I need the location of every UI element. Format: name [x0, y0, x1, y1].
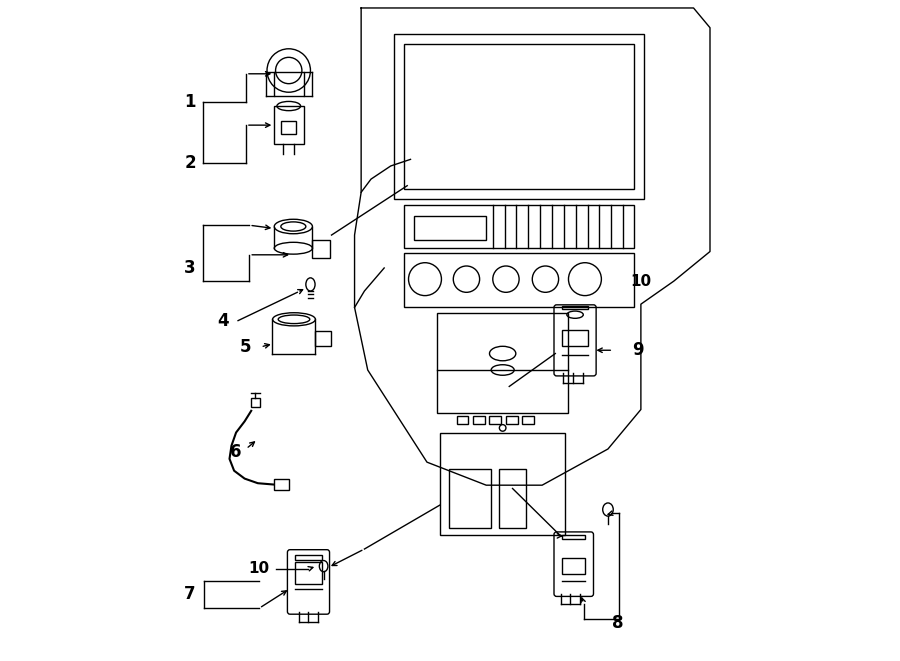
Text: 10: 10: [248, 561, 270, 576]
Text: 6: 6: [230, 444, 242, 461]
Bar: [274, 479, 290, 490]
Bar: [404, 253, 634, 307]
Bar: [404, 206, 634, 249]
Bar: [295, 555, 321, 560]
Bar: [449, 469, 491, 528]
Bar: [404, 44, 634, 189]
Text: 3: 3: [184, 259, 196, 277]
Bar: [456, 416, 468, 424]
Bar: [506, 416, 518, 424]
Bar: [315, 331, 331, 346]
Bar: [522, 416, 535, 424]
Bar: [562, 330, 589, 346]
Text: 2: 2: [184, 153, 196, 172]
Bar: [473, 416, 485, 424]
Bar: [295, 562, 321, 584]
Bar: [311, 240, 330, 258]
Bar: [440, 432, 565, 535]
Text: 10: 10: [630, 274, 652, 289]
Bar: [500, 469, 526, 528]
Text: 4: 4: [217, 311, 229, 330]
Bar: [562, 535, 585, 539]
Text: 5: 5: [240, 338, 252, 356]
Bar: [251, 399, 260, 407]
Bar: [274, 106, 304, 144]
Bar: [490, 416, 501, 424]
Text: 7: 7: [184, 585, 196, 603]
Bar: [414, 216, 486, 240]
Text: 9: 9: [632, 341, 644, 359]
Bar: [394, 34, 644, 199]
Bar: [562, 306, 589, 309]
Bar: [282, 121, 296, 134]
Text: 1: 1: [184, 93, 196, 111]
Bar: [562, 559, 585, 574]
Bar: [274, 73, 304, 96]
Text: 8: 8: [612, 615, 624, 633]
Bar: [436, 313, 569, 412]
